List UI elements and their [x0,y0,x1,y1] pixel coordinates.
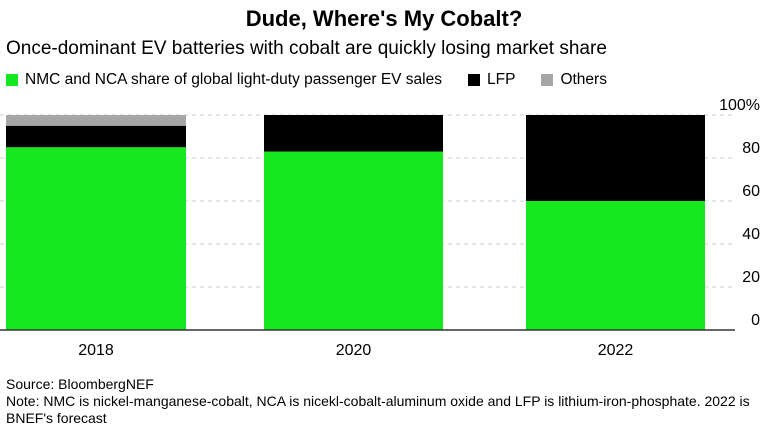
chart-subtitle: Once-dominant EV batteries with cobalt a… [6,38,607,59]
bar-segment-2022-0 [526,201,705,330]
bar-segment-2018-2 [6,115,186,126]
legend-swatch [468,74,480,86]
y-tick-label: 100% [719,97,760,114]
legend-item-lfp: LFP [468,71,515,89]
legend-item-nmc: NMC and NCA share of global light-duty p… [6,71,442,89]
legend-swatch [541,74,554,86]
stacked-bar-chart: 0 20 40 60 80 100% 2018 2020 2022 [0,97,760,359]
bar-segment-2020-1 [264,115,443,152]
legend-label: LFP [487,71,516,88]
chart-title: Dude, Where's My Cobalt? [245,6,523,31]
x-tick-label: 2020 [336,342,372,359]
legend: NMC and NCA share of global light-duty p… [6,71,633,89]
bar-segment-2020-0 [264,151,443,330]
y-tick-label: 80 [742,140,760,157]
y-tick-label: 0 [751,312,760,329]
legend-label: NMC and NCA share of global light-duty p… [25,71,442,88]
legend-swatch [6,74,18,86]
legend-label: Others [560,71,607,88]
source-text: Source: BloombergNEF [6,376,154,392]
bar-segment-2018-1 [6,125,186,148]
bar-segment-2018-0 [6,147,186,330]
bar-segment-2022-1 [526,115,705,201]
legend-item-others: Others [541,71,607,89]
x-tick-label: 2022 [598,342,634,359]
y-tick-label: 40 [742,226,760,243]
y-tick-label: 20 [742,269,760,286]
note-text: Note: NMC is nickel-manganese-cobalt, NC… [6,393,750,426]
footer: Source: BloombergNEF Note: NMC is nickel… [6,376,756,427]
y-tick-label: 60 [742,183,760,200]
x-tick-label: 2018 [78,342,114,359]
